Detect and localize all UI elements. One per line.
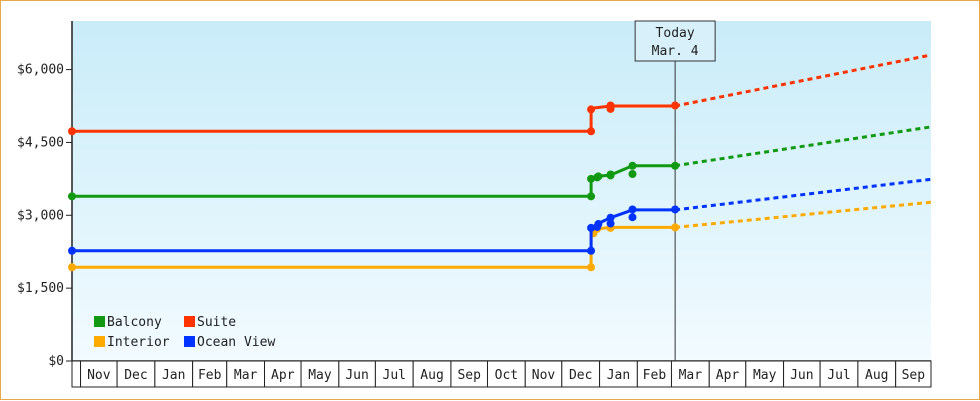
month-label: Mar (679, 368, 703, 383)
month-label: Jan (162, 368, 185, 383)
data-point (594, 172, 603, 181)
data-point (628, 170, 637, 178)
forecast-line-suite (674, 53, 932, 108)
month-cell (154, 360, 194, 388)
month-label: Mar (234, 368, 258, 383)
data-point (606, 219, 615, 228)
data-point (587, 246, 596, 255)
month-cell (670, 360, 710, 388)
month-cell (783, 360, 821, 388)
today-box (634, 20, 716, 62)
y-tick-label: $3,000 (17, 208, 64, 223)
month-cell (192, 360, 228, 388)
y-tick-label: $1,500 (17, 281, 64, 296)
legend-swatch-ocean-view (184, 336, 195, 347)
today-label: Today (656, 26, 695, 41)
month-label: Jul (827, 368, 850, 383)
month-label: Jun (790, 368, 813, 383)
month-cell (895, 360, 932, 388)
series-interior (68, 200, 932, 272)
series-ocean-view (68, 177, 932, 255)
month-label: Apr (716, 368, 740, 383)
month-label: Jan (607, 368, 630, 383)
month-cell (636, 360, 672, 388)
month-label: Dec (569, 368, 592, 383)
data-point (671, 161, 680, 170)
data-point (587, 105, 596, 114)
month-label: Aug (865, 368, 888, 383)
data-point (587, 223, 596, 232)
today-date-label: Mar. 4 (652, 44, 699, 59)
data-point (606, 213, 615, 222)
month-label: Aug (420, 368, 443, 383)
data-point (606, 170, 615, 179)
series-suite (68, 53, 932, 136)
data-point (628, 205, 637, 214)
data-point (628, 213, 637, 222)
x-axis-lead-cell (71, 360, 82, 388)
data-point (587, 192, 596, 201)
month-label: Nov (87, 368, 111, 383)
month-label: May (308, 368, 332, 383)
x-axis: Nov Dec Jan Feb Mar Apr May Jun Jul Aug Sep Oct Nov D… (71, 360, 932, 388)
today-marker: Today Mar. 4 (634, 20, 716, 361)
legend-swatch-balcony (94, 316, 105, 327)
plot-area (72, 21, 931, 361)
month-label: Sep (457, 368, 481, 383)
month-cell (745, 360, 785, 388)
series (68, 53, 932, 272)
month-label: Apr (271, 368, 295, 383)
y-tick-label: $0 (48, 354, 64, 369)
data-point (68, 263, 76, 272)
legend-swatch-suite (184, 316, 195, 327)
data-point (628, 161, 637, 170)
month-label: Dec (124, 368, 147, 383)
legend-label-interior: Interior (107, 335, 170, 350)
data-point (671, 205, 680, 214)
data-point (68, 246, 76, 255)
series-balcony (68, 125, 932, 201)
data-point (68, 192, 76, 201)
data-point (587, 263, 596, 272)
data-point (671, 101, 680, 110)
month-label: Feb (198, 368, 222, 383)
legend-swatch-interior (94, 336, 105, 347)
data-point (587, 127, 596, 136)
month-cell (264, 360, 302, 388)
month-cell (226, 360, 266, 388)
month-label: Jul (383, 368, 406, 383)
month-cell (524, 360, 563, 388)
data-point (68, 127, 76, 136)
legend-label-balcony: Balcony (107, 315, 162, 330)
month-label: Jun (345, 368, 368, 383)
month-cell (857, 360, 897, 388)
month-label: May (753, 368, 777, 383)
data-point (587, 174, 596, 183)
data-point (606, 101, 615, 110)
forecast-line-balcony (674, 125, 932, 168)
month-label: Nov (532, 368, 556, 383)
legend: Balcony Suite Interior Ocean View (94, 315, 275, 350)
month-cell (374, 360, 414, 388)
data-point (671, 223, 680, 232)
month-cell (561, 360, 601, 388)
month-label: Oct (495, 368, 518, 383)
forecast-line-interior (674, 200, 932, 229)
legend-label-ocean-view: Ocean View (197, 335, 275, 350)
data-point (594, 220, 603, 229)
y-axis: $0 $1,500 $3,000 $4,500 $6,000 (17, 21, 73, 369)
y-tick-label: $4,500 (17, 135, 64, 150)
month-label: Feb (643, 368, 667, 383)
month-label: Sep (902, 368, 926, 383)
month-cell (80, 360, 118, 388)
y-tick-label: $6,000 (17, 63, 64, 78)
forecast-line-ocean-view (674, 177, 932, 212)
month-cell (116, 360, 156, 388)
month-cell (450, 360, 488, 388)
month-cell (819, 360, 859, 388)
legend-label-suite: Suite (197, 315, 236, 330)
